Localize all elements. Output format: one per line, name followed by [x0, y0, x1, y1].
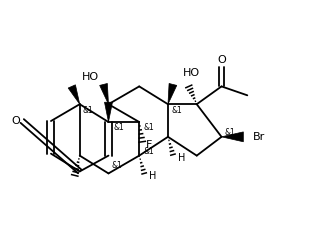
Polygon shape [105, 102, 113, 122]
Polygon shape [100, 84, 109, 104]
Text: O: O [217, 55, 226, 65]
Text: &1: &1 [114, 123, 124, 133]
Text: F: F [146, 140, 153, 150]
Text: &1: &1 [83, 106, 93, 115]
Polygon shape [221, 132, 243, 142]
Text: O: O [11, 116, 20, 126]
Text: &1: &1 [143, 123, 154, 133]
Text: HO: HO [82, 72, 99, 82]
Text: &1: &1 [143, 147, 154, 156]
Polygon shape [168, 84, 177, 104]
Text: H: H [149, 172, 157, 181]
Text: &1: &1 [224, 128, 235, 137]
Text: H: H [178, 153, 185, 163]
Text: &1: &1 [112, 161, 122, 170]
Polygon shape [68, 85, 80, 104]
Text: &1: &1 [172, 106, 183, 115]
Text: HO: HO [183, 68, 200, 78]
Text: Br: Br [253, 132, 266, 142]
